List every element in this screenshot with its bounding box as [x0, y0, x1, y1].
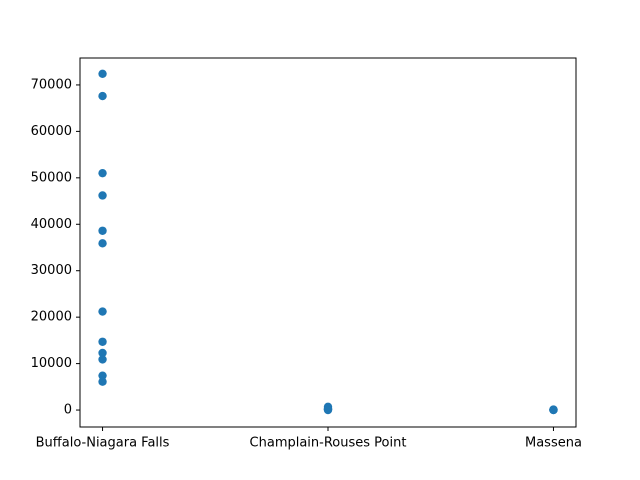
point [98, 239, 107, 248]
point [98, 307, 107, 316]
y-tick-label: 70000 [31, 77, 72, 92]
point [98, 337, 107, 346]
x-tick-label: Buffalo-Niagara Falls [36, 436, 170, 451]
point [98, 377, 107, 386]
y-tick-label: 40000 [31, 217, 72, 232]
point [98, 226, 107, 235]
y-tick-label: 10000 [31, 356, 72, 371]
y-tick-label: 0 [64, 403, 72, 418]
y-tick-label: 50000 [31, 170, 72, 185]
point [549, 405, 558, 415]
y-tick-label: 20000 [31, 310, 72, 325]
point [98, 371, 107, 380]
point [98, 69, 107, 78]
x-tick-label: Champlain-Rouses Point [250, 436, 407, 451]
point [98, 191, 107, 200]
x-tick-label: Massena [525, 436, 582, 451]
plot-frame [79, 57, 577, 428]
point [98, 91, 107, 101]
point [98, 168, 107, 178]
y-tick-label: 60000 [31, 124, 72, 139]
y-tick-label: 30000 [31, 263, 72, 278]
point [323, 405, 333, 415]
point [98, 355, 107, 364]
point [98, 348, 107, 358]
